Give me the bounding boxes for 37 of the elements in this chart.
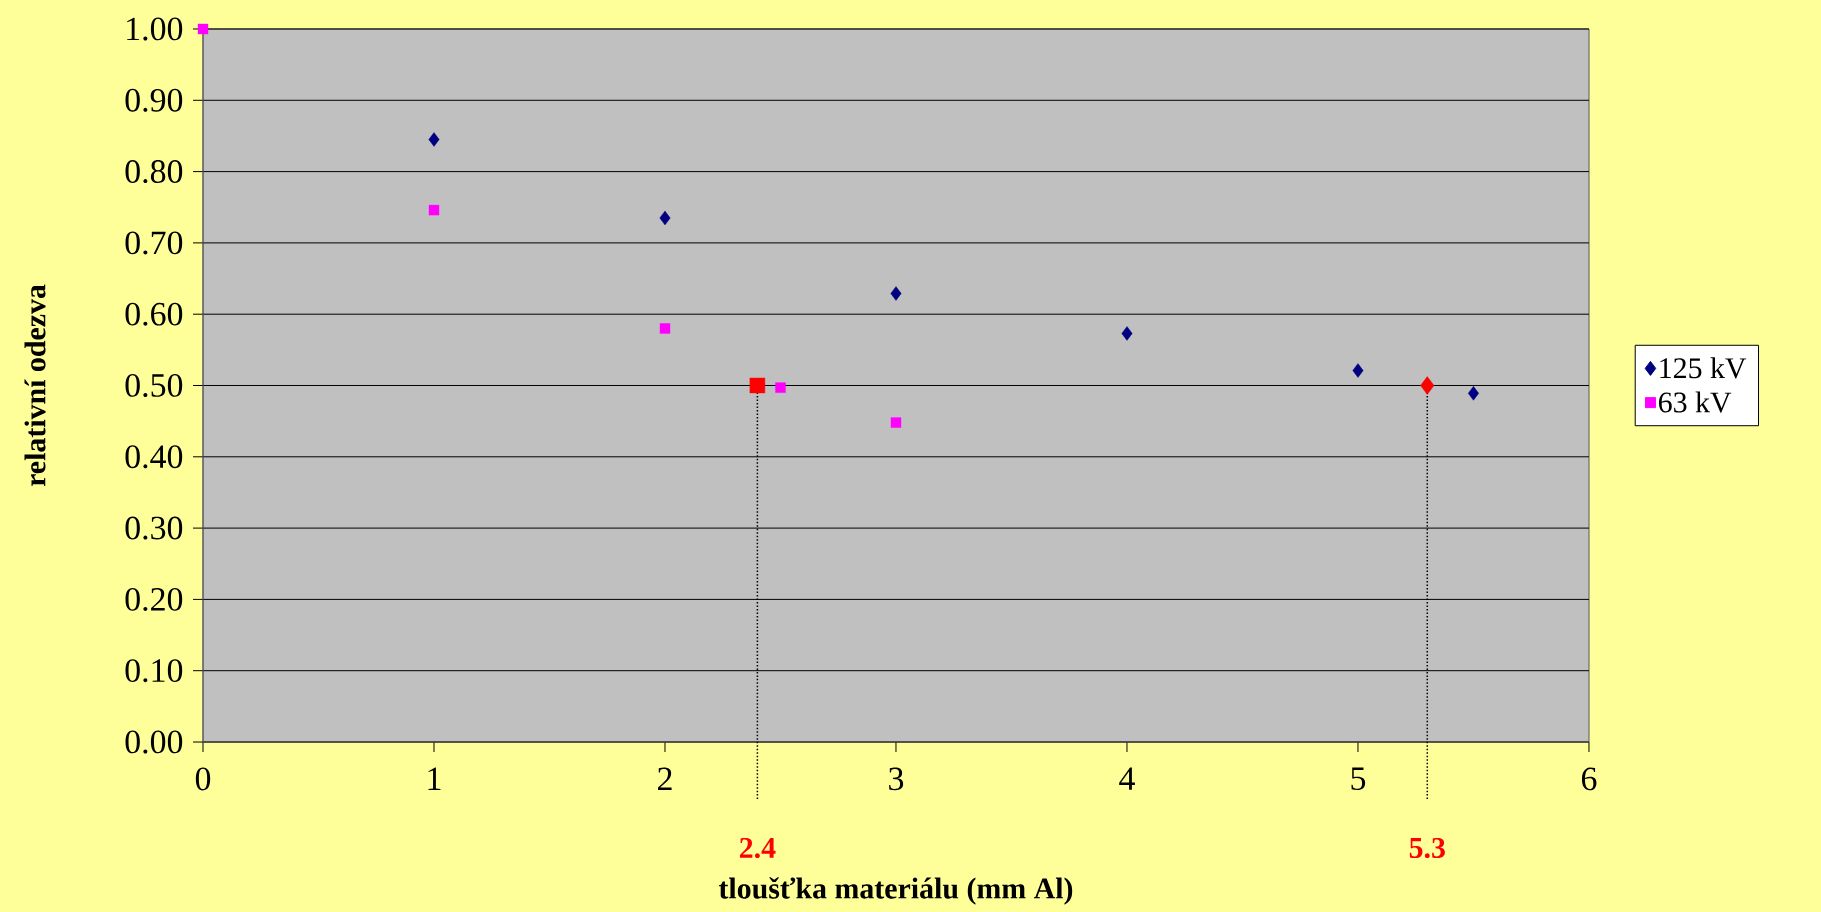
x-tick-label: 2: [658, 767, 672, 790]
x-tick-label: 1: [428, 767, 441, 790]
x-axis-title: tloušťka materiálu (mm Al): [718, 877, 1073, 905]
annotation: 5.3: [1409, 837, 1445, 859]
x-tick-label: 5: [1351, 767, 1366, 791]
point: [1468, 386, 1479, 401]
x-tick-label: 0: [195, 767, 211, 791]
legend-label: 125 kV: [1660, 357, 1747, 379]
y-tick-label: 0.40: [125, 445, 183, 469]
point: [775, 382, 786, 393]
point: [428, 132, 440, 147]
y-tick-label: 0.90: [125, 88, 183, 112]
y-tick-label: 0.60: [125, 302, 183, 326]
point: [890, 417, 902, 428]
x-tick-label: 3: [889, 767, 904, 791]
y-tick-label: 0.80: [125, 160, 183, 184]
point: [1352, 363, 1364, 378]
legend-label: 63 kV: [1658, 391, 1732, 413]
y-axis-title: relativní odezva: [24, 284, 46, 487]
y-tick-label: 0.50: [125, 373, 183, 397]
x-tick-label: 6: [1581, 767, 1597, 791]
point: [659, 323, 671, 334]
point: [890, 286, 902, 301]
point: [197, 23, 209, 35]
y-tick-label: 0.00: [125, 730, 183, 754]
y-tick-label: 0.20: [125, 587, 183, 611]
point: [659, 210, 671, 226]
y-tick-label: 0.70: [125, 231, 183, 255]
y-tick-label: 0.10: [125, 659, 183, 683]
point: [1420, 376, 1435, 395]
y-tick-label: 1.00: [127, 17, 183, 41]
point: [428, 204, 440, 216]
annotation: 2.4: [739, 837, 776, 859]
x-tick-label: 4: [1119, 767, 1135, 790]
y-tick-label: 0.30: [125, 516, 183, 540]
point: [1121, 326, 1133, 341]
point: [749, 377, 766, 394]
